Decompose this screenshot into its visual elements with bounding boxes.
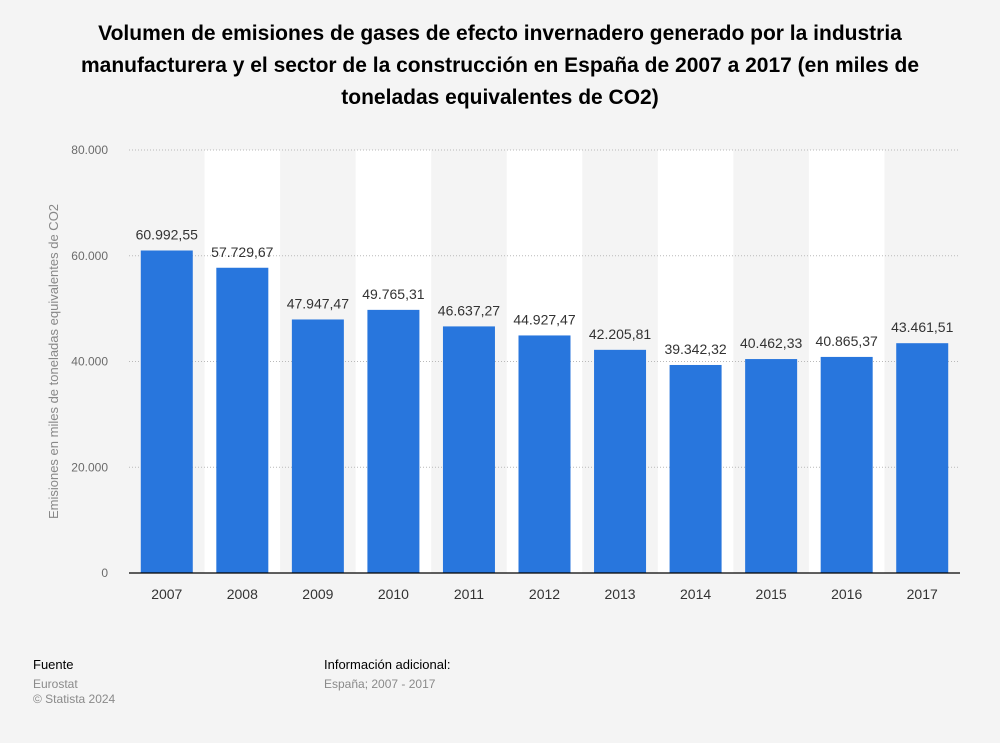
data-label: 47.947,47 — [287, 295, 349, 311]
data-label: 57.729,67 — [211, 244, 273, 260]
data-labels: 60.992,55 57.729,67 47.947,47 49.765,31 46.6… — [136, 227, 954, 357]
bar[interactable] — [745, 359, 798, 573]
bar[interactable] — [820, 356, 873, 573]
bar[interactable] — [291, 319, 344, 573]
x-tick-label: 2016 — [831, 586, 862, 602]
data-label: 40.865,37 — [816, 333, 878, 349]
data-label: 44.927,47 — [513, 311, 575, 327]
x-tick-label: 2011 — [454, 586, 484, 602]
x-tick-label: 2014 — [680, 586, 711, 602]
data-label: 39.342,32 — [664, 341, 726, 357]
bar[interactable] — [140, 250, 193, 573]
bars — [140, 250, 949, 573]
bar[interactable] — [518, 335, 571, 573]
y-tick-label: 20.000 — [71, 460, 108, 474]
copyright[interactable]: © Statista 2024 — [33, 692, 116, 706]
y-tick-label: 0 — [101, 566, 108, 580]
source-heading: Fuente — [33, 657, 74, 672]
bar[interactable] — [896, 343, 949, 573]
y-tick-label: 40.000 — [71, 355, 108, 369]
chart-title: Volumen de emisiones de gases de efecto … — [80, 22, 920, 109]
x-tick-label: 2010 — [378, 586, 409, 602]
data-label: 46.637,27 — [438, 302, 500, 318]
info-text: España; 2007 - 2017 — [324, 677, 436, 691]
x-tick-label: 2009 — [302, 586, 333, 602]
x-tick-label: 2013 — [604, 586, 635, 602]
data-label: 42.205,81 — [589, 326, 651, 342]
x-tick-label: 2015 — [756, 586, 787, 602]
data-label: 49.765,31 — [362, 286, 424, 302]
data-label: 40.462,33 — [740, 335, 802, 351]
y-tick-label: 60.000 — [71, 249, 108, 263]
bar[interactable] — [216, 267, 269, 573]
x-tick-label: 2012 — [529, 586, 560, 602]
bar[interactable] — [367, 309, 420, 573]
bar[interactable] — [594, 349, 647, 573]
bar[interactable] — [442, 326, 495, 573]
data-label: 60.992,55 — [136, 227, 198, 243]
bar[interactable] — [669, 364, 722, 573]
x-tick-label: 2008 — [227, 586, 258, 602]
y-axis-title: Emisiones en miles de toneladas equivale… — [46, 204, 61, 519]
x-tick-label: 2017 — [907, 586, 938, 602]
source-name[interactable]: Eurostat — [33, 677, 78, 691]
info-heading: Información adicional: — [324, 657, 451, 672]
x-axis-ticks: 2007 2008 2009 2010 2011 2012 2013 2014 2015 2016… — [151, 586, 938, 602]
x-tick-label: 2007 — [151, 586, 182, 602]
data-label: 43.461,51 — [891, 319, 953, 335]
y-axis-ticks: 0 20.000 40.000 60.000 80.000 — [71, 143, 108, 580]
y-tick-label: 80.000 — [71, 143, 108, 157]
